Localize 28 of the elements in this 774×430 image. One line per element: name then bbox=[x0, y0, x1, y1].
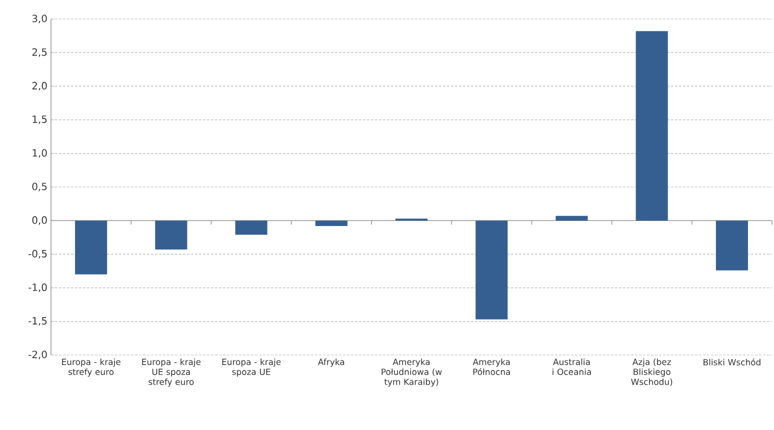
y-tick-label: -1,0 bbox=[28, 284, 47, 292]
x-tick-label: Afryka bbox=[318, 358, 344, 367]
bar bbox=[315, 220, 348, 226]
x-tick-label: Azja (bez Bliskiego Wschodu) bbox=[631, 358, 672, 386]
y-tick-label: -1,5 bbox=[28, 317, 47, 326]
y-tick-label: 2,0 bbox=[32, 82, 47, 90]
x-tick-label: Australia i Oceania bbox=[552, 358, 591, 376]
y-tick-label: 1,5 bbox=[32, 116, 47, 124]
bar bbox=[155, 220, 188, 250]
x-tick-label: Bliski Wschód bbox=[704, 358, 760, 366]
y-tick-label: 1,0 bbox=[32, 149, 47, 158]
bar bbox=[75, 220, 108, 274]
bar bbox=[636, 31, 668, 221]
bar bbox=[716, 220, 748, 270]
bar bbox=[476, 220, 508, 320]
x-tick-label: Europa - kraje spoza UE bbox=[222, 358, 281, 377]
y-tick-label: 0,0 bbox=[32, 216, 47, 225]
bar bbox=[556, 216, 588, 221]
y-tick-label: 3,0 bbox=[32, 14, 47, 24]
x-tick-label: Europa - kraje strefy euro bbox=[62, 358, 120, 377]
y-tick-label: -0,5 bbox=[28, 250, 47, 258]
bar bbox=[235, 220, 268, 235]
y-tick-label: 2,5 bbox=[32, 48, 47, 57]
x-tick-label: Ameryka Południowa (w tym Karaiby) bbox=[382, 358, 442, 387]
x-tick-label: Ameryka Północna bbox=[472, 358, 510, 376]
x-tick-label: Europa - kraje UE spoza strefy euro bbox=[142, 358, 201, 387]
y-tick-label: 0,5 bbox=[32, 182, 47, 192]
y-tick-label: -2,0 bbox=[28, 350, 47, 360]
